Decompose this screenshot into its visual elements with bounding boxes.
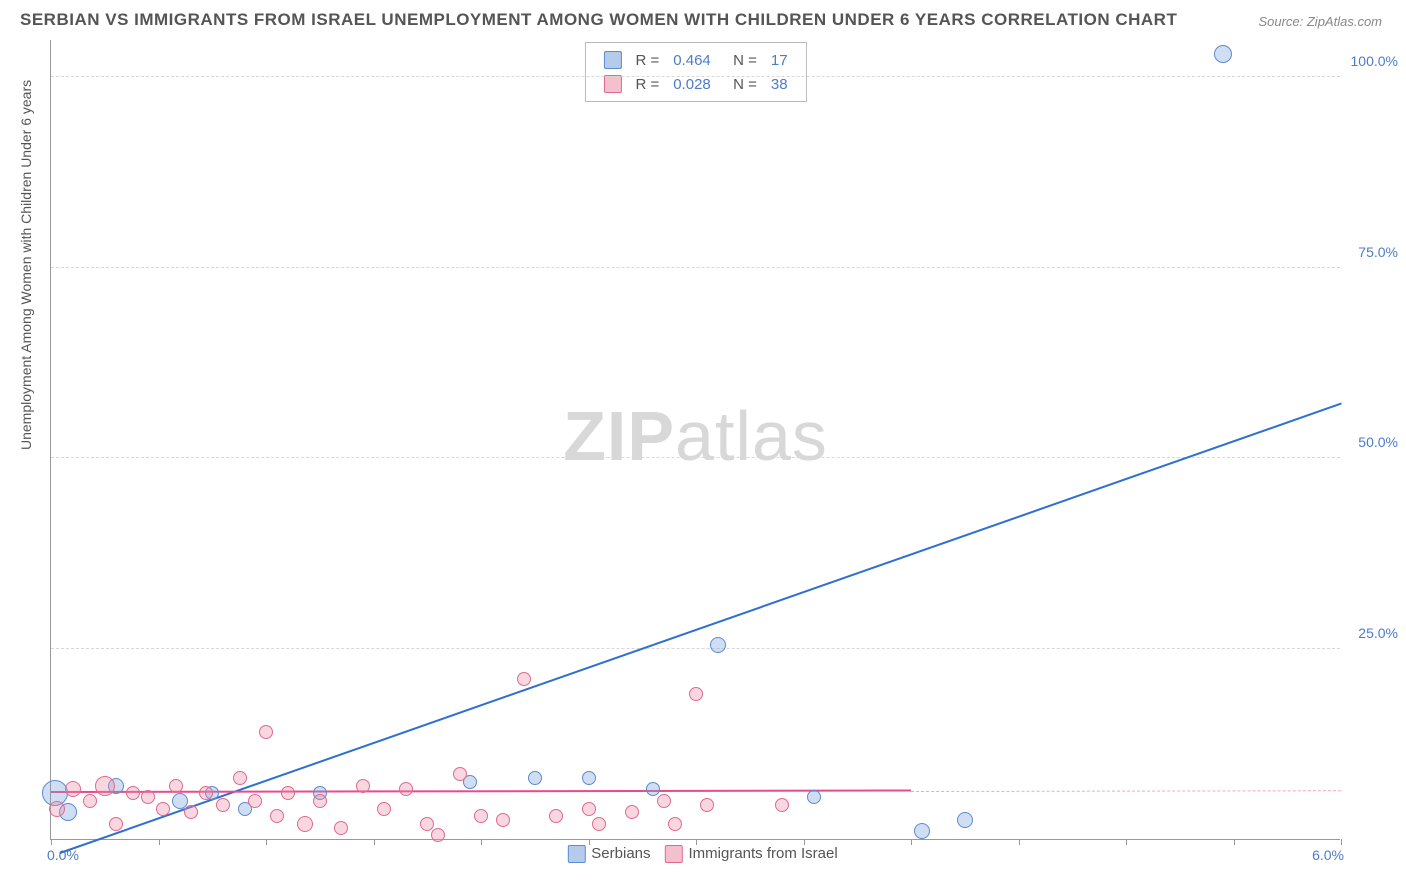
data-point [399, 782, 413, 796]
data-point [957, 812, 973, 828]
plot-area: ZIPatlas R =0.464 N =17R =0.028 N =38 Se… [50, 40, 1340, 840]
x-tick [1341, 839, 1342, 845]
x-axis-max-label: 6.0% [1312, 847, 1344, 863]
x-tick [1126, 839, 1127, 845]
legend-swatch [603, 75, 621, 93]
gridline [51, 267, 1340, 268]
data-point [517, 672, 531, 686]
legend-correlation: R =0.464 N =17R =0.028 N =38 [584, 42, 806, 102]
legend-series-label: Serbians [591, 845, 650, 862]
data-point [668, 817, 682, 831]
data-point [65, 781, 81, 797]
data-point [496, 813, 510, 827]
data-point [657, 794, 671, 808]
watermark-bold: ZIP [563, 397, 675, 475]
legend-n-label: N = [719, 49, 763, 71]
x-axis-min-label: 0.0% [47, 847, 79, 863]
data-point [270, 809, 284, 823]
data-point [807, 790, 821, 804]
data-point [775, 798, 789, 812]
x-tick [1234, 839, 1235, 845]
data-point [356, 779, 370, 793]
data-point [109, 817, 123, 831]
data-point [625, 805, 639, 819]
data-point [689, 687, 703, 701]
data-point [420, 817, 434, 831]
legend-r-label: R = [629, 49, 665, 71]
data-point [126, 786, 140, 800]
legend-swatch [567, 845, 585, 863]
data-point [184, 805, 198, 819]
x-tick [804, 839, 805, 845]
data-point [377, 802, 391, 816]
data-point [199, 786, 213, 800]
data-point [216, 798, 230, 812]
data-point [248, 794, 262, 808]
gridline [51, 457, 1340, 458]
data-point [700, 798, 714, 812]
data-point [334, 821, 348, 835]
source-label: Source: ZipAtlas.com [1258, 14, 1382, 29]
legend-r-value: 0.464 [667, 49, 717, 71]
data-point [592, 817, 606, 831]
x-tick [911, 839, 912, 845]
y-axis-label: Unemployment Among Women with Children U… [18, 80, 34, 450]
data-point [169, 779, 183, 793]
data-point [528, 771, 542, 785]
y-tick-label: 75.0% [1358, 244, 1398, 260]
data-point [1214, 45, 1232, 63]
legend-swatch [603, 51, 621, 69]
legend-swatch [665, 845, 683, 863]
x-tick [374, 839, 375, 845]
y-tick-label: 25.0% [1358, 625, 1398, 641]
x-tick [696, 839, 697, 845]
data-point [710, 637, 726, 653]
legend-row: R =0.464 N =17 [597, 49, 793, 71]
data-point [141, 790, 155, 804]
data-point [549, 809, 563, 823]
regression-line [59, 403, 1341, 854]
x-tick [481, 839, 482, 845]
x-tick [1019, 839, 1020, 845]
y-tick-label: 100.0% [1351, 53, 1398, 69]
data-point [646, 782, 660, 796]
data-point [95, 776, 115, 796]
data-point [83, 794, 97, 808]
data-point [233, 771, 247, 785]
data-point [582, 802, 596, 816]
data-point [453, 767, 467, 781]
data-point [914, 823, 930, 839]
y-tick-label: 50.0% [1358, 434, 1398, 450]
watermark-rest: atlas [675, 397, 828, 475]
x-tick [589, 839, 590, 845]
chart-title: SERBIAN VS IMMIGRANTS FROM ISRAEL UNEMPL… [20, 10, 1177, 30]
data-point [474, 809, 488, 823]
legend-n-value: 17 [765, 49, 794, 71]
x-tick [266, 839, 267, 845]
data-point [582, 771, 596, 785]
data-point [431, 828, 445, 842]
legend-series: Serbians Immigrants from Israel [553, 845, 837, 863]
data-point [49, 801, 65, 817]
gridline [51, 76, 1340, 77]
data-point [156, 802, 170, 816]
data-point [297, 816, 313, 832]
gridline [51, 648, 1340, 649]
x-tick [159, 839, 160, 845]
data-point [313, 794, 327, 808]
watermark: ZIPatlas [563, 396, 828, 476]
data-point [281, 786, 295, 800]
x-tick [51, 839, 52, 845]
regression-line [911, 790, 1341, 792]
legend-series-label: Immigrants from Israel [689, 845, 838, 862]
data-point [259, 725, 273, 739]
